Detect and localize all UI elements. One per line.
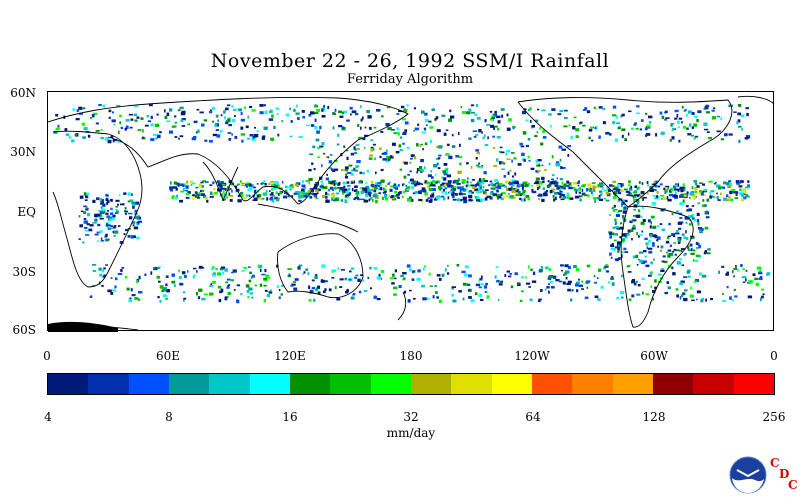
colorbar-swatch-16 xyxy=(693,374,734,394)
eurasia-outline xyxy=(48,97,409,205)
lat-label-eq: EQ xyxy=(17,205,36,219)
colorbar xyxy=(47,373,775,395)
colorbar-swatch-12 xyxy=(531,374,573,394)
colorbar-tick-64: 64 xyxy=(525,410,541,424)
colorbar-swatch-17 xyxy=(733,374,774,394)
indonesia-outline xyxy=(257,203,359,233)
lon-label-120e: 120E xyxy=(274,349,306,363)
colorbar-swatch-10 xyxy=(451,374,492,394)
nz-outline xyxy=(397,291,407,321)
colorbar-swatch-2 xyxy=(128,374,169,394)
map-subtitle: Ferriday Algorithm xyxy=(346,72,474,87)
colorbar-tick-16: 16 xyxy=(282,410,298,424)
colorbar-swatch-13 xyxy=(572,374,613,394)
precip-layer xyxy=(53,104,771,304)
colorbar-swatch-6 xyxy=(289,374,331,394)
colorbar-swatch-8 xyxy=(370,374,411,394)
colorbar-tick-256: 256 xyxy=(762,410,786,424)
lon-label-60e: 60E xyxy=(155,349,181,363)
australia-outline xyxy=(277,233,364,299)
colorbar-swatch-1 xyxy=(88,374,129,394)
map-title: November 22 - 26, 1992 SSM/I Rainfall xyxy=(210,50,610,72)
lat-label-60s: 60S xyxy=(12,323,37,337)
antarctica-land xyxy=(48,321,118,332)
lon-label-0: 0 xyxy=(43,349,51,363)
colorbar-tick-4: 4 xyxy=(44,410,52,424)
cdc-letter-d: D xyxy=(779,467,790,481)
south-america-outline xyxy=(620,205,694,328)
colorbar-swatch-15 xyxy=(652,374,694,394)
coastlines xyxy=(48,95,775,331)
colorbar-tick-128: 128 xyxy=(642,410,666,424)
colorbar-swatch-14 xyxy=(612,374,653,394)
rainfall-map xyxy=(47,91,775,332)
colorbar-swatch-4 xyxy=(209,374,250,394)
cdc-letter-c1: C xyxy=(770,456,780,470)
colorbar-swatch-0 xyxy=(48,374,89,394)
colorbar-swatch-3 xyxy=(168,374,210,394)
lon-label-0-right: 0 xyxy=(770,349,778,363)
colorbar-swatch-11 xyxy=(491,374,532,394)
lat-label-60n: 60N xyxy=(10,86,36,100)
lon-label-180: 180 xyxy=(399,349,423,363)
lat-label-30s: 30S xyxy=(12,265,37,279)
colorbar-tick-8: 8 xyxy=(165,410,173,424)
north-america-outline xyxy=(517,97,733,208)
colorbar-swatch-7 xyxy=(330,374,371,394)
map-canvas xyxy=(48,95,775,332)
colorbar-swatch-9 xyxy=(410,374,452,394)
india-outline xyxy=(202,161,239,202)
greenland-outline xyxy=(737,95,775,105)
colorbar-units: mm/day xyxy=(386,426,436,440)
noaa-logo xyxy=(729,456,767,494)
lon-label-120w: 120W xyxy=(514,349,550,363)
lat-label-30n: 30N xyxy=(10,145,36,159)
colorbar-swatch-5 xyxy=(249,374,290,394)
colorbar-tick-32: 32 xyxy=(403,410,419,424)
lon-label-60w: 60W xyxy=(640,349,668,363)
cdc-letter-c2: C xyxy=(788,478,798,492)
africa-outline xyxy=(52,130,143,288)
